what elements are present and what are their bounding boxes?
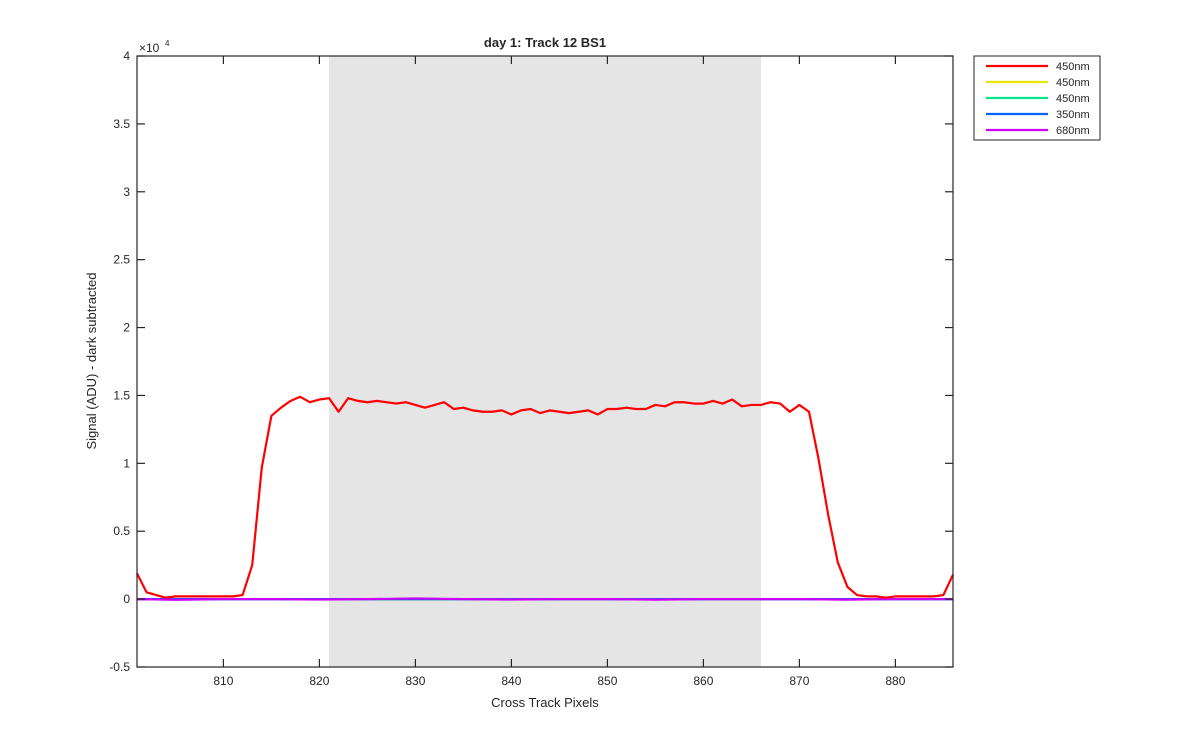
series-line-1: [136, 395, 954, 599]
y-tick-label: -0.5: [109, 660, 130, 674]
y-tick-label: 0: [123, 592, 130, 606]
y-tick-labels: -0.5 0 0.5 1 1.5 2 2.5 3 3.5 4: [109, 49, 130, 674]
x-axis-label: Cross Track Pixels: [491, 695, 599, 710]
y-tick-label: 3: [123, 185, 130, 199]
series-layer: [136, 395, 954, 601]
y-tick-label: 1: [123, 456, 130, 470]
y-tick-label: 0.5: [113, 524, 130, 538]
x-tick-label: 860: [693, 674, 713, 688]
legend-items: 450nm 450nm 450nm 350nm 680nm: [986, 61, 1090, 137]
tick-marks: [137, 55, 953, 668]
x-tick-label: 850: [597, 674, 617, 688]
legend-label-5: 680nm: [1056, 125, 1090, 137]
y-tick-label: 1.5: [113, 388, 130, 402]
legend: 450nm 450nm 450nm 350nm 680nm: [973, 55, 1101, 141]
x-tick-label: 820: [309, 674, 329, 688]
series-line-5: [136, 597, 953, 601]
x-tick-labels: 810 820 830 840 850 860 870 880: [213, 674, 905, 688]
y-tick-label: 2: [123, 321, 130, 335]
plot-frame: [136, 55, 954, 668]
legend-label-1: 450nm: [1056, 61, 1090, 73]
y-tick-label: 3.5: [113, 117, 130, 131]
shaded-region: [329, 56, 761, 667]
x-tick-label: 840: [501, 674, 521, 688]
y-axis-label: Signal (ADU) - dark subtracted: [84, 272, 99, 449]
chart-title: day 1: Track 12 BS1: [484, 35, 606, 50]
plot-area: 810 820 830 840 850 860 870 880 -0.5 0 0.5 1 1.5 2 2.…: [109, 49, 954, 688]
legend-label-4: 350nm: [1056, 109, 1090, 121]
y-exponent-base: ×10: [139, 41, 160, 55]
y-exponent-power: 4: [165, 39, 170, 48]
legend-label-2: 450nm: [1056, 77, 1090, 89]
x-tick-label: 830: [405, 674, 425, 688]
x-tick-label: 810: [213, 674, 233, 688]
y-tick-label: 4: [123, 49, 130, 63]
y-tick-label: 2.5: [113, 253, 130, 267]
x-tick-label: 870: [789, 674, 809, 688]
y-exponent-label: ×10 4: [139, 39, 170, 55]
legend-label-3: 450nm: [1056, 93, 1090, 105]
x-tick-label: 880: [885, 674, 905, 688]
